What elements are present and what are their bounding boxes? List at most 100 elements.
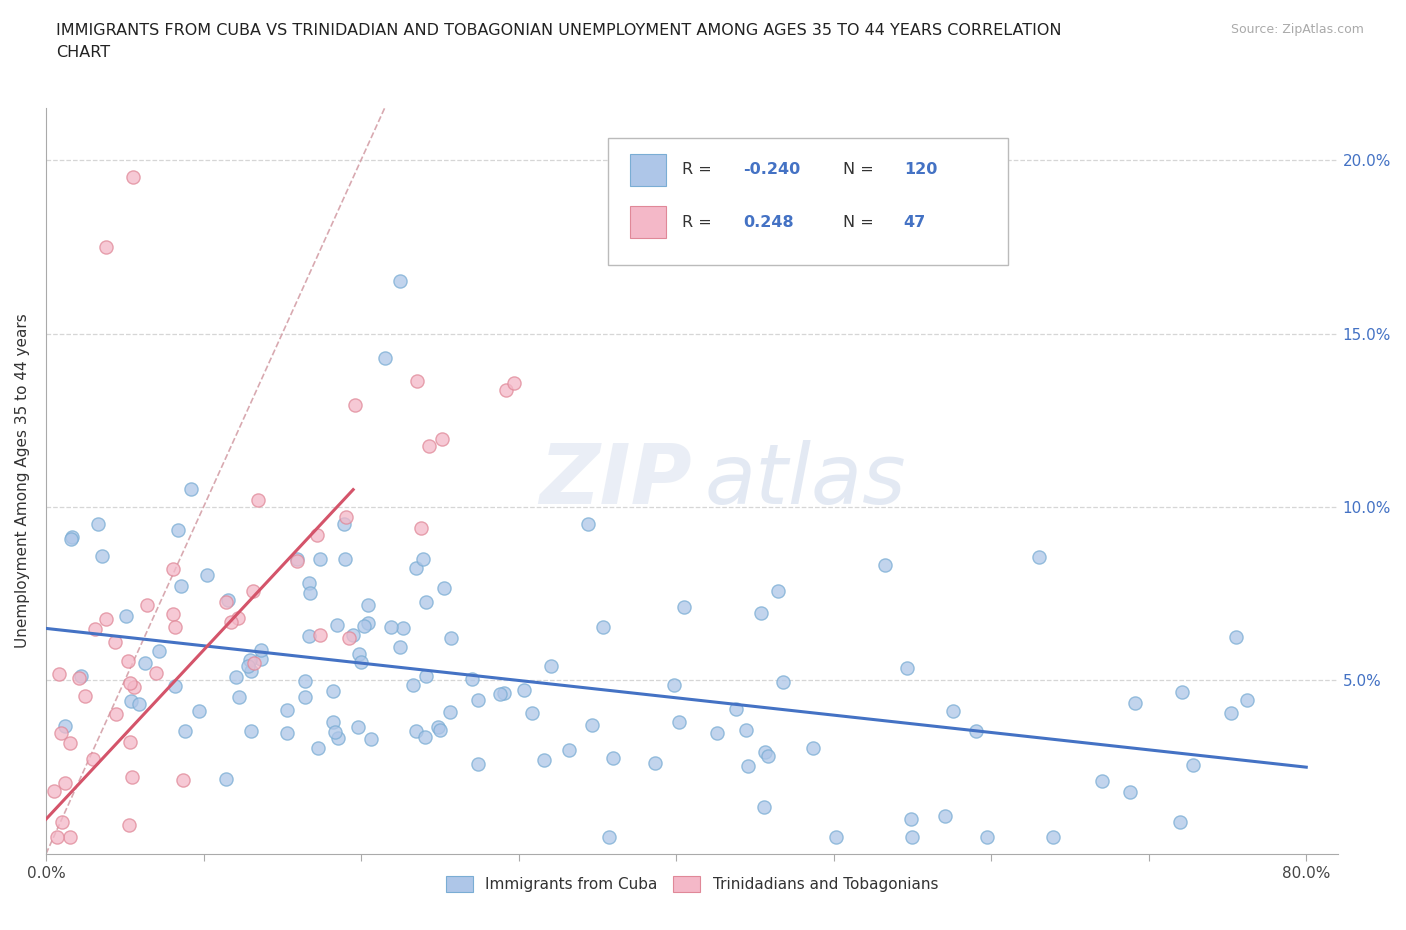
Point: [294, 690, 316, 705]
Point: [360, 731, 382, 746]
Point: [163, 678, 186, 693]
Point: [217, 592, 239, 607]
Point: [602, 751, 624, 765]
Point: [134, 656, 156, 671]
Point: [333, 551, 356, 566]
Point: [1123, 696, 1146, 711]
Point: [337, 631, 360, 645]
Point: [706, 725, 728, 740]
Point: [162, 606, 184, 621]
Point: [461, 671, 484, 686]
Point: [495, 382, 517, 397]
Point: [402, 677, 425, 692]
Point: [148, 644, 170, 658]
Point: [305, 528, 328, 543]
Point: [934, 809, 956, 824]
Point: [432, 432, 454, 446]
Point: [173, 724, 195, 738]
Text: N =: N =: [844, 215, 879, 230]
Point: [87, 516, 110, 531]
Point: [215, 772, 238, 787]
Point: [754, 744, 776, 759]
Point: [243, 656, 266, 671]
Point: [668, 714, 690, 729]
Point: [824, 830, 846, 844]
Point: [48, 667, 70, 682]
Point: [67, 671, 90, 685]
Point: [413, 729, 436, 744]
Text: 120: 120: [904, 163, 936, 178]
Point: [276, 702, 298, 717]
Point: [522, 705, 544, 720]
Point: [347, 720, 370, 735]
Text: IMMIGRANTS FROM CUBA VS TRINIDADIAN AND TOBAGONIAN UNEMPLOYMENT AMONG AGES 35 TO: IMMIGRANTS FROM CUBA VS TRINIDADIAN AND …: [56, 23, 1062, 60]
Point: [70, 669, 93, 684]
Point: [75, 688, 97, 703]
Point: [724, 701, 747, 716]
Point: [104, 635, 127, 650]
Point: [426, 719, 449, 734]
Point: [592, 619, 614, 634]
Point: [440, 631, 463, 645]
Point: [195, 567, 218, 582]
Point: [489, 686, 512, 701]
Point: [433, 581, 456, 596]
Point: [1171, 684, 1194, 699]
Point: [276, 725, 298, 740]
Point: [219, 614, 242, 629]
Point: [145, 665, 167, 680]
Text: atlas: atlas: [704, 441, 907, 522]
Point: [285, 553, 308, 568]
Point: [533, 752, 555, 767]
Point: [389, 274, 412, 289]
Point: [406, 374, 429, 389]
Point: [342, 628, 364, 643]
Text: -0.240: -0.240: [744, 163, 801, 178]
Point: [228, 611, 250, 626]
Point: [326, 618, 349, 632]
Point: [766, 584, 789, 599]
Point: [285, 551, 308, 566]
Point: [333, 516, 356, 531]
Point: [673, 600, 696, 615]
Point: [439, 704, 461, 719]
Point: [51, 815, 73, 830]
Point: [503, 376, 526, 391]
Point: [1220, 706, 1243, 721]
Point: [405, 561, 427, 576]
Point: [128, 697, 150, 711]
Point: [494, 686, 516, 701]
Point: [754, 800, 776, 815]
Point: [326, 731, 349, 746]
FancyBboxPatch shape: [630, 154, 666, 186]
Point: [322, 714, 344, 729]
Point: [756, 748, 779, 763]
Point: [120, 694, 142, 709]
Point: [117, 817, 139, 832]
Point: [60, 530, 83, 545]
Point: [82, 751, 104, 766]
Point: [165, 620, 187, 635]
Point: [136, 597, 159, 612]
Point: [380, 619, 402, 634]
Point: [896, 660, 918, 675]
Point: [121, 170, 143, 185]
Point: [405, 724, 427, 738]
Point: [966, 724, 988, 738]
Point: [900, 811, 922, 826]
Point: [122, 680, 145, 695]
Point: [242, 584, 264, 599]
Point: [873, 557, 896, 572]
Point: [309, 551, 332, 566]
Point: [121, 770, 143, 785]
Point: [357, 598, 380, 613]
Point: [59, 830, 82, 844]
Point: [901, 830, 924, 844]
Point: [734, 722, 756, 737]
Point: [1225, 630, 1247, 644]
Y-axis label: Unemployment Among Ages 35 to 44 years: Unemployment Among Ages 35 to 44 years: [15, 313, 30, 648]
Point: [249, 651, 271, 666]
Point: [44, 783, 66, 798]
Point: [91, 549, 114, 564]
Point: [598, 830, 620, 844]
